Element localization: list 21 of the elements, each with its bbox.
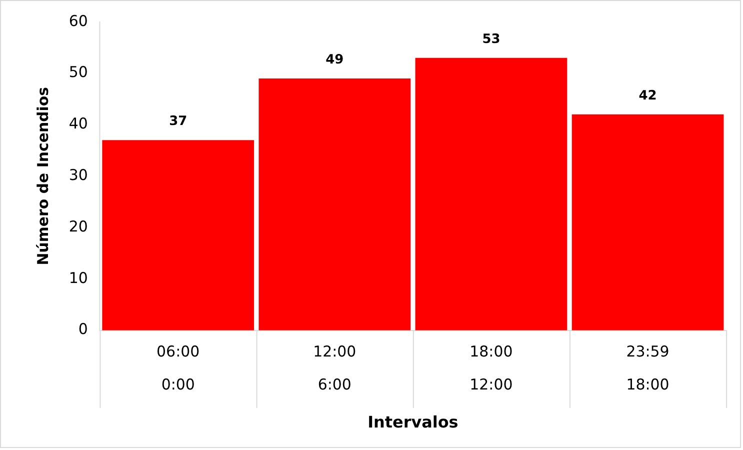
- y-tick-label: 30: [68, 166, 88, 184]
- x-tick-label: 23:59 18:00: [626, 342, 670, 394]
- x-tick-label: 18:00 12:00: [470, 342, 513, 394]
- bar: [572, 114, 724, 330]
- data-label: 37: [169, 114, 188, 130]
- y-tick-label: 0: [78, 320, 88, 338]
- bar: [415, 58, 568, 330]
- x-tick-label: 12:00 6:00: [313, 342, 356, 394]
- bar: [258, 78, 411, 330]
- y-axis-title: Número de Incendios: [34, 86, 52, 266]
- data-label: 49: [326, 52, 344, 68]
- y-tick-label: 60: [68, 12, 88, 30]
- x-tick-label: 06:00 0:00: [156, 342, 200, 394]
- y-tick-label: 50: [68, 63, 88, 82]
- data-label: 42: [638, 88, 657, 104]
- y-tick-label: 20: [68, 217, 88, 236]
- x-axis-title: Intervalos: [368, 412, 458, 432]
- y-tick-label: 40: [68, 114, 88, 133]
- y-tick-label: 10: [68, 268, 88, 287]
- data-label: 53: [482, 32, 500, 47]
- bar: [102, 140, 254, 330]
